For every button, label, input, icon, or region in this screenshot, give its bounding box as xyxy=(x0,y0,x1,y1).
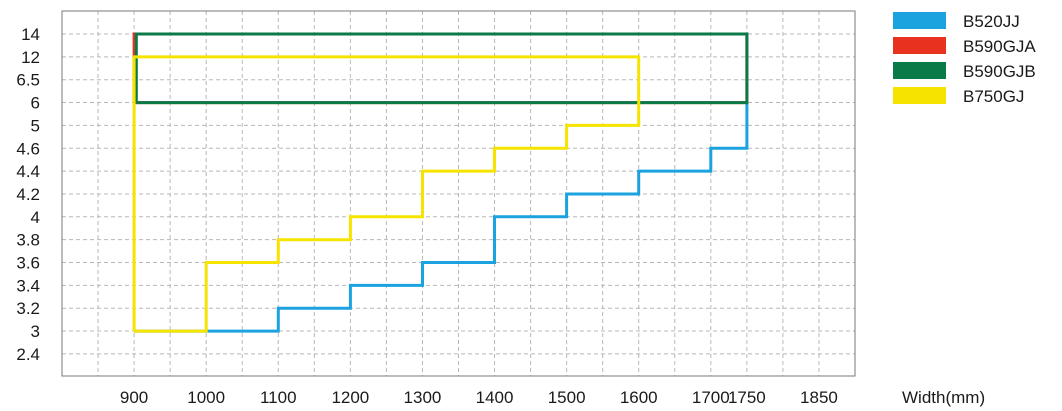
y-tick-label: 3 xyxy=(31,322,40,341)
legend-label: B590GJA xyxy=(963,37,1036,56)
x-tick-label: 1300 xyxy=(404,388,442,407)
x-tick-label: 1400 xyxy=(476,388,514,407)
y-tick-label: 3.2 xyxy=(16,299,40,318)
legend-swatch xyxy=(893,87,946,104)
x-tick-label: 1850 xyxy=(800,388,838,407)
y-tick-label: 4 xyxy=(31,208,40,227)
legend-label: B520JJ xyxy=(963,12,1020,31)
y-tick-label: 6 xyxy=(31,94,40,113)
series-layer xyxy=(132,32,749,333)
x-tick-label: 1600 xyxy=(620,388,658,407)
x-tick-label: 1500 xyxy=(548,388,586,407)
x-tick-label: 1100 xyxy=(260,388,297,407)
legend-swatch xyxy=(893,37,946,54)
legend-label: B750GJ xyxy=(963,87,1024,106)
y-tick-label: 4.4 xyxy=(16,162,40,181)
series-line-b590gjb xyxy=(134,32,749,105)
grid-lines xyxy=(62,11,855,376)
x-tick-label: 1700 xyxy=(692,388,730,407)
y-tick-label: 6.5 xyxy=(16,71,40,90)
y-tick-label: 5 xyxy=(31,116,40,135)
plot-frame xyxy=(61,10,856,377)
x-axis-label: Width(mm) xyxy=(902,388,985,407)
legend-swatch xyxy=(893,62,946,79)
y-tick-label: 14 xyxy=(21,25,40,44)
x-tick-label: 1750 xyxy=(728,388,766,407)
series-line-b750gj xyxy=(132,55,641,333)
x-tick-label: 1200 xyxy=(331,388,369,407)
y-axis-ticks: 14 12 6.5 6 5 4.6 4.4 4.2 4 3.8 3.6 3.4 3.2 3 2.4 xyxy=(16,25,40,364)
x-tick-label: 1000 xyxy=(187,388,225,407)
series-line-b590gja xyxy=(132,32,749,105)
y-tick-label: 12 xyxy=(21,48,40,67)
y-tick-label: 4.2 xyxy=(16,185,40,204)
y-tick-label: 3.4 xyxy=(16,276,40,295)
y-tick-label: 2.4 xyxy=(16,345,40,364)
y-tick-label: 4.6 xyxy=(16,139,40,158)
legend-swatch xyxy=(893,12,946,29)
legend-label: B590GJB xyxy=(963,62,1036,81)
series-line-b520jj xyxy=(134,102,749,333)
legend: B520JJ B590GJA B590GJB B750GJ xyxy=(893,12,1036,106)
x-tick-label: 900 xyxy=(120,388,148,407)
y-tick-label: 3.8 xyxy=(16,231,40,250)
y-tick-label: 3.6 xyxy=(16,254,40,273)
